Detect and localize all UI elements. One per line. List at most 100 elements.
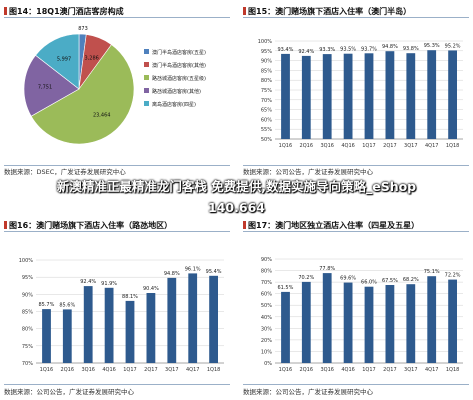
pie-data-label: 5,997: [57, 56, 71, 62]
legend-label: 澳门半岛酒店客房(五星): [152, 49, 206, 56]
x-tick-label: 2Q16: [300, 143, 313, 149]
bar: [209, 275, 218, 363]
bar-data-label: 69.6%: [340, 276, 356, 282]
x-tick-label: 2Q16: [61, 367, 74, 373]
bar: [427, 50, 437, 140]
source-note: 数据来源：公司公告，广发证券发展研究中心: [4, 388, 134, 396]
title-divider: [243, 231, 469, 232]
x-tick-label: 1Q17: [362, 143, 375, 149]
bar-data-label: 85.7%: [38, 302, 54, 308]
pie-slice: [30, 44, 135, 145]
bar: [62, 309, 72, 363]
bar: [281, 53, 290, 139]
banner-line-1: 新澳精准正最精准龙门客栈 免费提供,数据实施导向策略_eShop: [56, 179, 417, 194]
overlay-banner: 新澳精准正最精准龙门客栈 免费提供,数据实施导向策略_eShop 140.664: [0, 176, 473, 220]
bar: [104, 287, 114, 363]
bar-data-label: 93.7%: [361, 46, 377, 52]
legend-label: 路氹城酒店客房(其他): [152, 88, 201, 95]
chart-title: 图16：澳门赌场旗下酒店入住率（路氹地区）: [4, 220, 172, 231]
source-divider: [4, 165, 230, 166]
x-tick-label: 2Q17: [144, 367, 157, 373]
x-tick-label: 4Q16: [341, 367, 354, 373]
pie-panel: 图14：18Q1澳门酒店客房构成 873 3,286 23,464 7,751 5,99…: [4, 6, 230, 176]
chart-title: 图17：澳门地区独立酒店入住率（四星及五星）: [243, 220, 419, 231]
bar-data-label: 70.2%: [298, 275, 314, 281]
source-divider: [4, 384, 230, 385]
y-tick-label: 65%: [261, 108, 272, 114]
pie-data-label: 7,751: [38, 85, 52, 91]
legend-swatch: [144, 101, 149, 106]
banner-line-2: 140.664: [208, 200, 265, 215]
bar: [301, 281, 311, 363]
pie-chart: 873 3,286 23,464 7,751 5,997 澳门半岛酒店客房(五星) 澳门半岛…: [23, 26, 206, 145]
bar-chart: 100% 95% 90% 85% 80% 75% 70% 65% 60% 55% 50% 93.4% 1…: [258, 39, 463, 149]
y-tick-label: 70%: [261, 280, 272, 286]
y-tick-label: 90%: [261, 59, 272, 65]
y-tick-label: 95%: [22, 275, 33, 281]
x-tick-label: 1Q16: [40, 367, 53, 373]
bar-panel-independent: 图17：澳门地区独立酒店入住率（四星及五星） 90% 80% 70% 60% 50% 40…: [243, 220, 469, 396]
bar: [188, 273, 198, 363]
source-note: 数据来源：公司公告，广发证券发展研究中心: [243, 388, 373, 396]
x-tick-label: 1Q17: [123, 367, 136, 373]
bar-data-label: 67.5%: [382, 278, 398, 284]
x-tick-label: 3Q16: [81, 367, 94, 373]
bar-data-label: 85.6%: [59, 302, 75, 308]
y-tick-label: 80%: [261, 78, 272, 84]
y-tick-label: 60%: [261, 292, 272, 298]
bar-data-label: 95.4%: [206, 269, 222, 275]
x-tick-label: 2Q16: [300, 367, 313, 373]
bar: [146, 293, 156, 363]
bar: [322, 54, 332, 139]
x-tick-label: 1Q17: [362, 367, 375, 373]
legend-label: 路氹城酒店客房(五星级): [152, 75, 206, 82]
legend-label: 澳门半岛酒店客房(其他): [152, 62, 206, 69]
bar-data-label: 92.4%: [80, 279, 96, 285]
bar: [448, 279, 457, 363]
legend-label: 离岛酒店客房(四星): [152, 101, 196, 108]
y-tick-label: 90%: [261, 257, 272, 263]
chart-title: 图15：澳门赌场旗下酒店入住率（澳门半岛）: [243, 6, 411, 17]
source-note: 数据来源：DSEC，广发证券发展研究中心: [4, 168, 126, 176]
legend-swatch: [144, 49, 149, 54]
bar-data-label: 96.1%: [185, 266, 201, 272]
bar-data-label: 75.1%: [424, 269, 440, 275]
bar: [322, 273, 332, 363]
bar-data-label: 95.3%: [424, 43, 440, 49]
bar-data-label: 94.8%: [164, 271, 180, 277]
x-tick-label: 4Q16: [341, 143, 354, 149]
x-tick-label: 1Q18: [207, 367, 220, 373]
y-tick-label: 85%: [22, 310, 33, 316]
bar-data-label: 66.0%: [361, 280, 377, 286]
y-tick-label: 80%: [261, 269, 272, 275]
bar: [343, 53, 353, 140]
y-tick-label: 50%: [261, 137, 272, 143]
y-tick-label: 10%: [261, 349, 272, 355]
bar-data-label: 77.8%: [319, 266, 335, 272]
pie-slice: [23, 54, 80, 117]
pie-data-label: 23,464: [93, 113, 111, 119]
bar: [406, 53, 416, 140]
y-tick-label: 0%: [264, 361, 272, 367]
title-divider: [243, 17, 469, 18]
y-tick-label: 75%: [22, 344, 33, 350]
bar: [427, 276, 437, 363]
bar-data-label: 94.8%: [382, 44, 398, 50]
y-tick-label: 90%: [22, 292, 33, 298]
y-tick-label: 80%: [22, 327, 33, 333]
x-tick-label: 3Q17: [165, 367, 178, 373]
bar-data-label: 93.4%: [277, 47, 293, 53]
bar: [385, 51, 395, 140]
bar-chart: 90% 80% 70% 60% 50% 40% 30% 20% 10% 0% 61.5% 1Q16 70…: [261, 257, 463, 373]
legend-swatch: [144, 62, 149, 67]
x-tick-label: 3Q16: [320, 367, 333, 373]
x-tick-label: 2Q17: [383, 367, 396, 373]
bar: [83, 286, 93, 363]
x-tick-label: 3Q17: [404, 143, 417, 149]
y-tick-label: 20%: [261, 338, 272, 344]
bar-data-label: 93.8%: [403, 46, 419, 52]
y-tick-label: 40%: [261, 315, 272, 321]
x-tick-label: 1Q18: [446, 367, 459, 373]
bar-panel-peninsula: 图15：澳门赌场旗下酒店入住率（澳门半岛） 100% 95% 90% 85% 80% 75…: [243, 6, 469, 176]
pie-data-label: 873: [78, 26, 88, 32]
